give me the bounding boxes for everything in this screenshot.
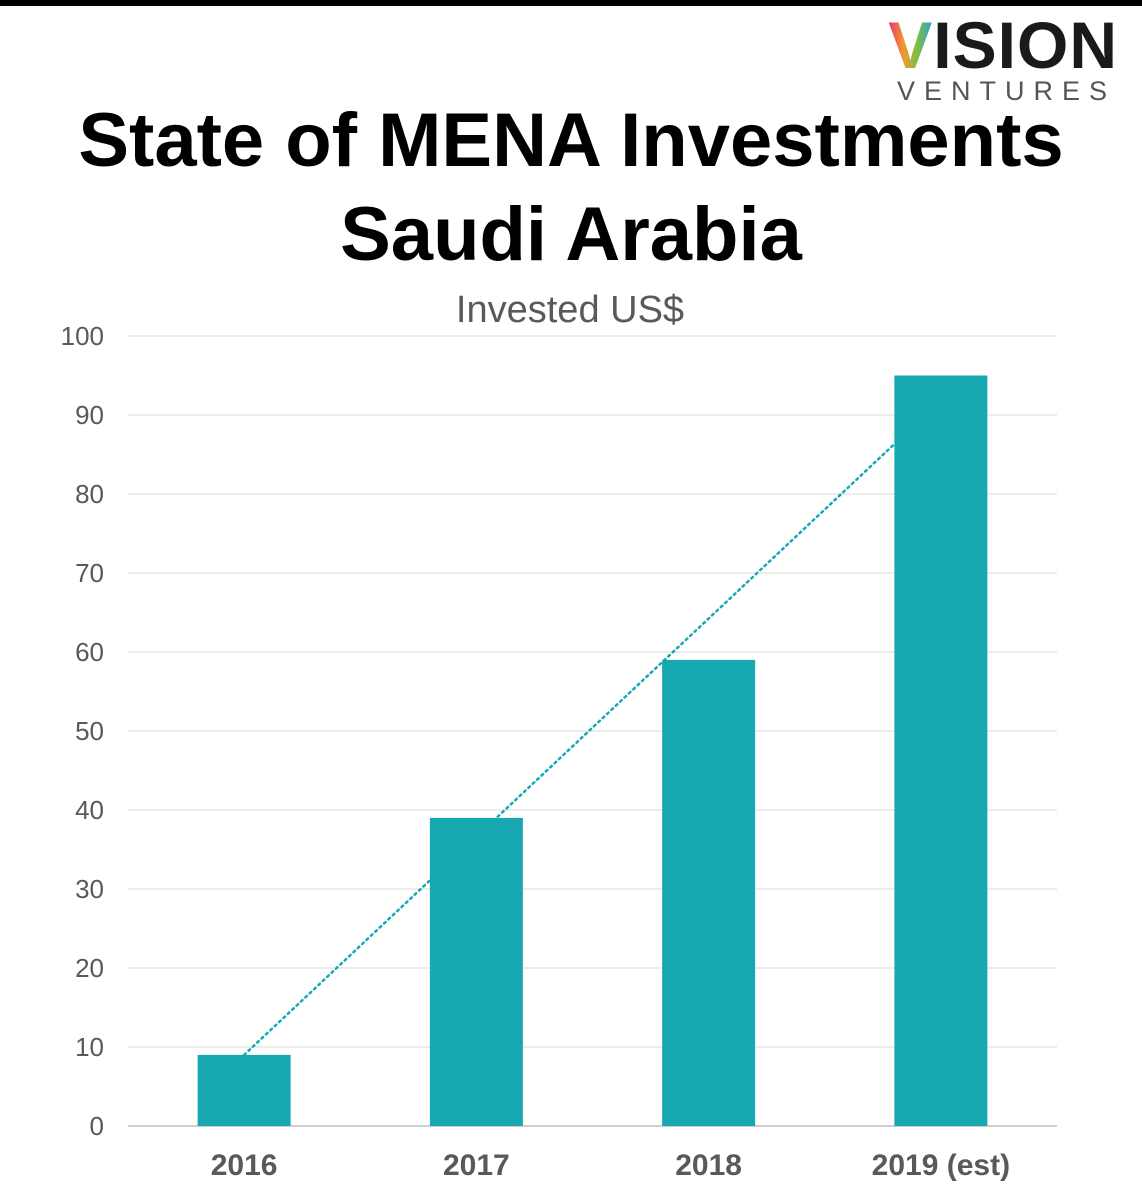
logo-v-gradient: V bbox=[888, 8, 934, 82]
page-title-line1: State of MENA Investments bbox=[78, 98, 1064, 183]
y-tick-label: 10 bbox=[75, 1032, 104, 1062]
bars bbox=[197, 375, 988, 1126]
trendline-group bbox=[242, 441, 898, 1057]
y-tick-label: 70 bbox=[75, 558, 104, 588]
logo-word-rest: ISION bbox=[933, 8, 1118, 82]
logo-wordmark: VISION bbox=[888, 10, 1118, 80]
logo-subtitle: VENTURES bbox=[896, 76, 1116, 106]
x-tick-label: 2017 bbox=[443, 1149, 510, 1182]
y-tick-label: 60 bbox=[75, 637, 104, 667]
x-tick-label: 2019 (est) bbox=[872, 1149, 1010, 1182]
vision-ventures-logo: VISION VENTURES bbox=[868, 10, 1118, 106]
x-tick-label: 2016 bbox=[211, 1149, 278, 1182]
y-tick-label: 0 bbox=[90, 1111, 104, 1141]
x-tick-label: 2018 bbox=[675, 1149, 742, 1182]
bar bbox=[894, 375, 988, 1126]
y-tick-label: 20 bbox=[75, 953, 104, 983]
y-tick-label: 90 bbox=[75, 400, 104, 430]
chart-title: Invested US$ bbox=[456, 289, 684, 331]
x-axis-labels: 2016 2017 2018 2019 (est) bbox=[211, 1149, 1010, 1182]
page-title-line2: Saudi Arabia bbox=[340, 192, 802, 277]
y-tick-label: 80 bbox=[75, 479, 104, 509]
bar bbox=[662, 659, 756, 1126]
bar bbox=[429, 817, 523, 1126]
y-tick-label: 50 bbox=[75, 716, 104, 746]
y-tick-label: 30 bbox=[75, 874, 104, 904]
y-axis-ticks: 0 10 20 30 40 50 60 70 80 90 100 bbox=[61, 321, 104, 1141]
y-tick-label: 100 bbox=[61, 321, 104, 351]
y-tick-label: 40 bbox=[75, 795, 104, 825]
bar bbox=[197, 1054, 291, 1126]
trendline bbox=[242, 441, 898, 1057]
top-rule bbox=[0, 0, 1142, 6]
